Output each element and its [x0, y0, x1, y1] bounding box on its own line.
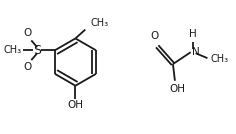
- Text: N: N: [192, 47, 199, 57]
- Text: CH₃: CH₃: [90, 18, 108, 28]
- Text: O: O: [23, 62, 31, 72]
- Text: H: H: [189, 29, 197, 39]
- Text: O: O: [23, 28, 31, 38]
- Text: S: S: [33, 44, 41, 57]
- Text: OH: OH: [169, 84, 185, 94]
- Text: CH₃: CH₃: [3, 45, 21, 55]
- Text: OH: OH: [67, 100, 83, 111]
- Text: CH₃: CH₃: [210, 54, 228, 64]
- Text: O: O: [150, 31, 158, 41]
